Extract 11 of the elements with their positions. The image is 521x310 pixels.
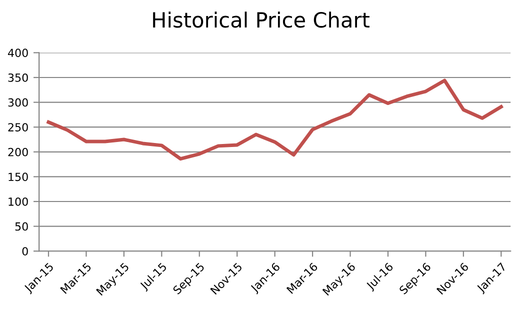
y-tick-label: 350 xyxy=(8,73,28,82)
chart-title: Historical Price Chart xyxy=(153,12,370,28)
y-tick-label: 150 xyxy=(8,172,28,182)
y-tick-label: 300 xyxy=(8,98,28,107)
y-tick-label: 0 xyxy=(22,247,28,256)
y-tick-label: 250 xyxy=(8,123,28,132)
y-tick-label: 50 xyxy=(15,222,28,231)
y-tick-label: 400 xyxy=(8,48,28,58)
y-tick-label: 100 xyxy=(8,197,28,206)
line-series xyxy=(46,78,503,161)
y-tick-label: 200 xyxy=(8,148,28,156)
